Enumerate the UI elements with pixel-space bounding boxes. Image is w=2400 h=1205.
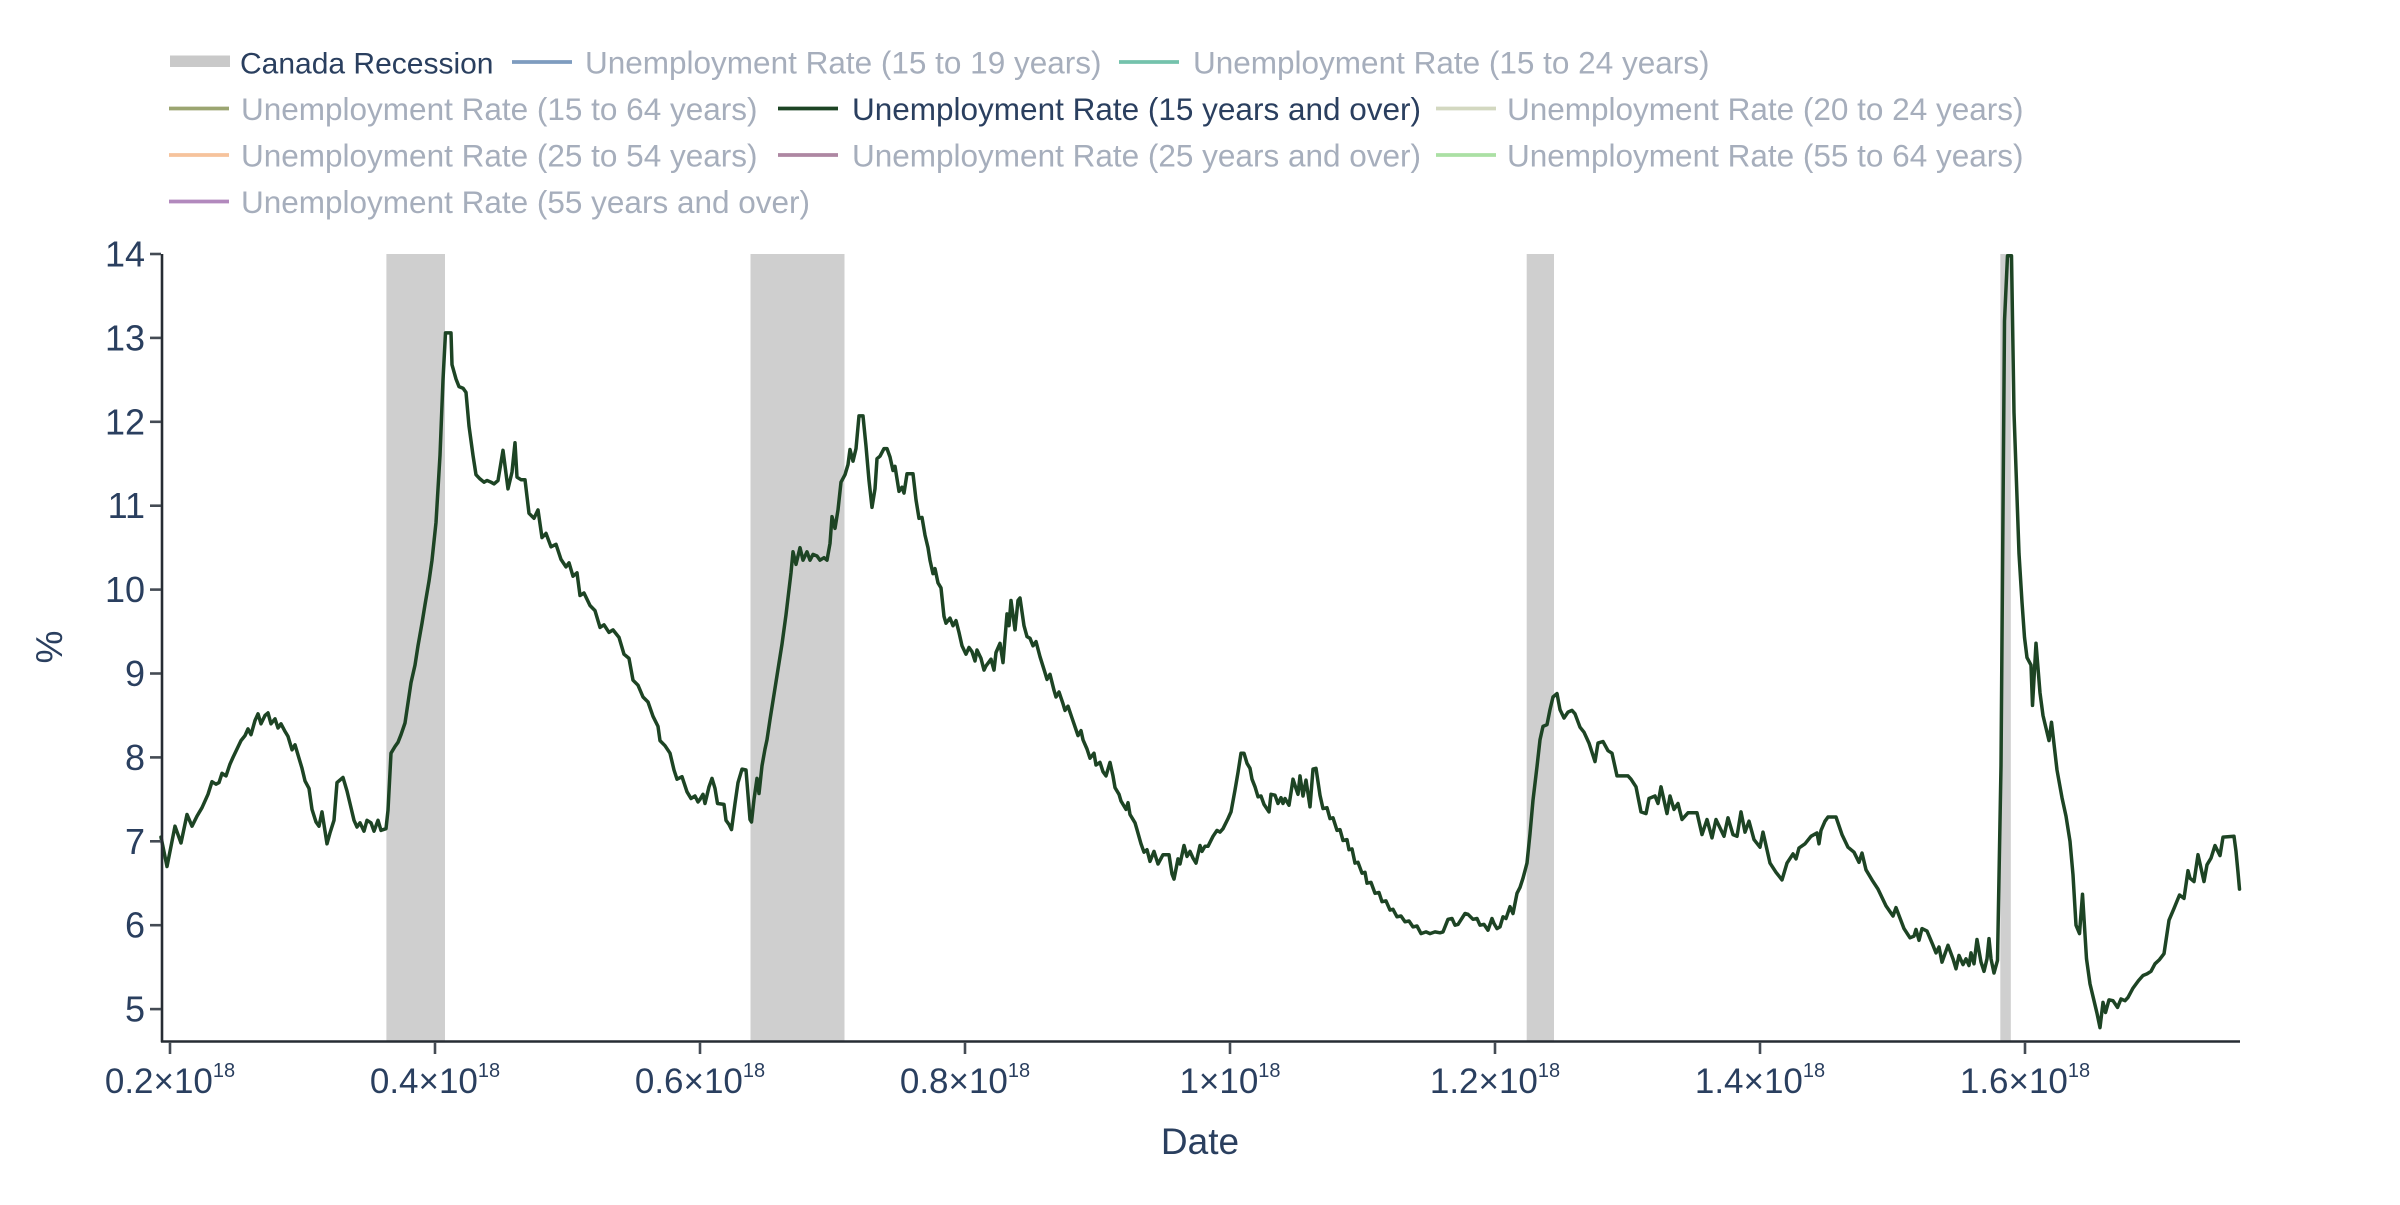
- svg-text:5: 5: [125, 989, 145, 1030]
- svg-text:11: 11: [108, 485, 145, 526]
- svg-text:14: 14: [105, 234, 145, 275]
- svg-text:Canada Recession: Canada Recession: [240, 48, 494, 81]
- svg-text:Unemployment Rate (55 years an: Unemployment Rate (55 years and over): [241, 184, 810, 220]
- svg-text:8: 8: [125, 737, 145, 778]
- svg-text:Unemployment Rate (20 to 24 ye: Unemployment Rate (20 to 24 years): [1507, 91, 2024, 127]
- svg-text:7: 7: [125, 821, 145, 862]
- svg-text:13: 13: [105, 317, 145, 358]
- svg-text:Unemployment Rate (25 to 54 ye: Unemployment Rate (25 to 54 years): [241, 138, 758, 174]
- svg-text:%: %: [29, 631, 70, 664]
- svg-text:Unemployment Rate (25 years an: Unemployment Rate (25 years and over): [852, 138, 1421, 174]
- svg-text:10: 10: [105, 569, 145, 610]
- svg-text:12: 12: [105, 401, 145, 442]
- svg-text:Unemployment Rate (15 years an: Unemployment Rate (15 years and over): [852, 91, 1421, 127]
- svg-text:Unemployment Rate (55 to 64 ye: Unemployment Rate (55 to 64 years): [1507, 138, 2024, 174]
- svg-text:6: 6: [125, 905, 145, 946]
- svg-text:Unemployment Rate (15 to 19 ye: Unemployment Rate (15 to 19 years): [585, 45, 1102, 81]
- svg-text:Unemployment Rate (15 to 64 ye: Unemployment Rate (15 to 64 years): [241, 91, 758, 127]
- svg-text:9: 9: [125, 653, 145, 694]
- svg-text:Unemployment Rate (15 to 24 ye: Unemployment Rate (15 to 24 years): [1193, 45, 1710, 81]
- svg-text:Date: Date: [1161, 1121, 1239, 1162]
